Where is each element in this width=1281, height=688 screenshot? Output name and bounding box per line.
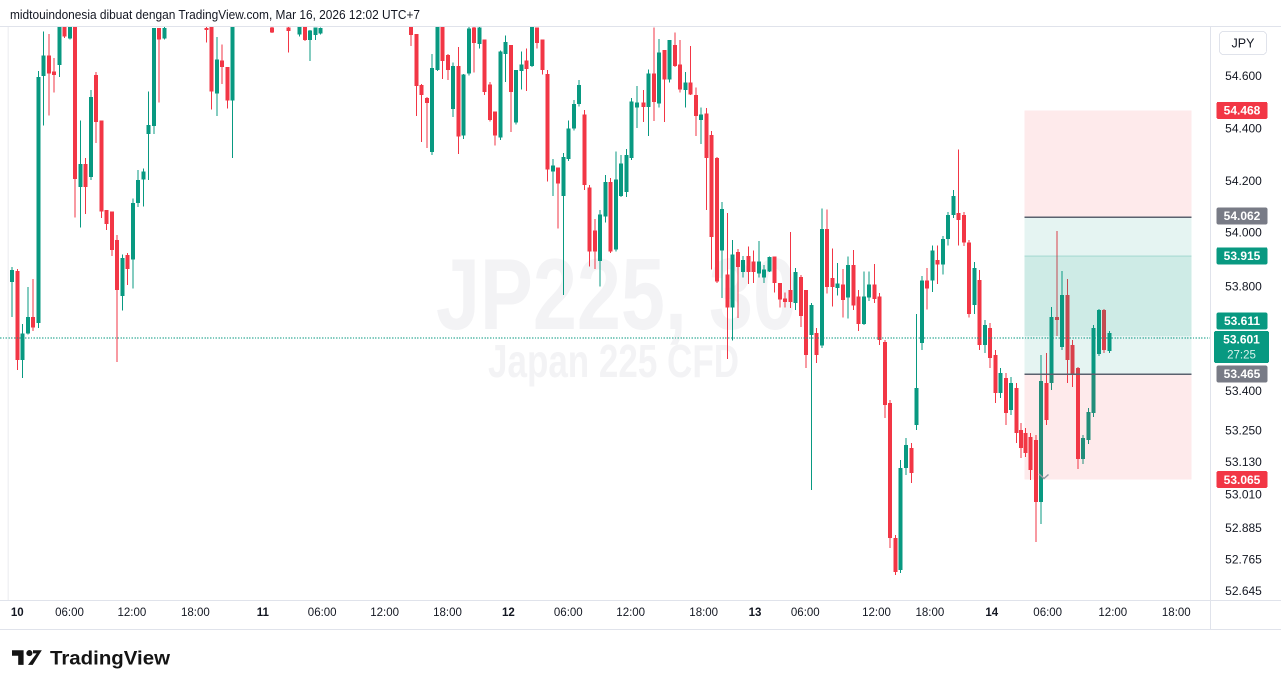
svg-text:14: 14 bbox=[985, 607, 998, 619]
svg-text:53.130: 53.130 bbox=[1225, 455, 1262, 469]
svg-text:52.885: 52.885 bbox=[1225, 521, 1262, 535]
svg-text:12: 12 bbox=[502, 607, 515, 619]
svg-text:53.601: 53.601 bbox=[1223, 333, 1260, 347]
svg-text:Japan 225 CFD: Japan 225 CFD bbox=[488, 335, 739, 387]
svg-text:27:25: 27:25 bbox=[1227, 350, 1256, 362]
svg-text:10: 10 bbox=[11, 607, 24, 619]
svg-text:54.062: 54.062 bbox=[1224, 209, 1261, 223]
svg-text:54.468: 54.468 bbox=[1224, 104, 1261, 118]
svg-text:06:00: 06:00 bbox=[791, 607, 820, 619]
svg-text:TradingView: TradingView bbox=[50, 648, 171, 670]
svg-text:53.465: 53.465 bbox=[1224, 367, 1261, 381]
svg-text:18:00: 18:00 bbox=[916, 607, 945, 619]
svg-text:54.200: 54.200 bbox=[1225, 174, 1262, 188]
svg-text:53.065: 53.065 bbox=[1224, 473, 1261, 487]
svg-text:52.645: 52.645 bbox=[1225, 584, 1262, 598]
svg-text:12:00: 12:00 bbox=[370, 607, 399, 619]
svg-text:53.915: 53.915 bbox=[1224, 249, 1261, 263]
svg-text:53.800: 53.800 bbox=[1225, 279, 1262, 293]
svg-text:53.611: 53.611 bbox=[1224, 314, 1260, 328]
svg-text:06:00: 06:00 bbox=[1033, 607, 1062, 619]
svg-text:53.400: 53.400 bbox=[1225, 384, 1262, 398]
svg-text:18:00: 18:00 bbox=[689, 607, 718, 619]
svg-text:52.765: 52.765 bbox=[1225, 553, 1262, 567]
svg-text:midtouindonesia dibuat dengan: midtouindonesia dibuat dengan TradingVie… bbox=[10, 7, 420, 22]
svg-text:12:00: 12:00 bbox=[616, 607, 645, 619]
svg-text:54.000: 54.000 bbox=[1225, 226, 1262, 240]
svg-text:18:00: 18:00 bbox=[433, 607, 462, 619]
svg-text:11: 11 bbox=[257, 607, 270, 619]
svg-text:53.010: 53.010 bbox=[1225, 488, 1262, 502]
svg-text:18:00: 18:00 bbox=[1162, 607, 1191, 619]
svg-text:12:00: 12:00 bbox=[862, 607, 891, 619]
svg-text:06:00: 06:00 bbox=[554, 607, 583, 619]
svg-text:12:00: 12:00 bbox=[1098, 607, 1127, 619]
svg-text:12:00: 12:00 bbox=[118, 607, 147, 619]
svg-text:06:00: 06:00 bbox=[55, 607, 84, 619]
svg-text:JPY: JPY bbox=[1232, 37, 1256, 51]
svg-text:06:00: 06:00 bbox=[308, 607, 337, 619]
svg-text:54.600: 54.600 bbox=[1225, 69, 1262, 83]
svg-text:54.400: 54.400 bbox=[1225, 122, 1262, 136]
svg-text:53.250: 53.250 bbox=[1225, 424, 1262, 438]
svg-text:18:00: 18:00 bbox=[181, 607, 210, 619]
svg-text:13: 13 bbox=[749, 607, 762, 619]
